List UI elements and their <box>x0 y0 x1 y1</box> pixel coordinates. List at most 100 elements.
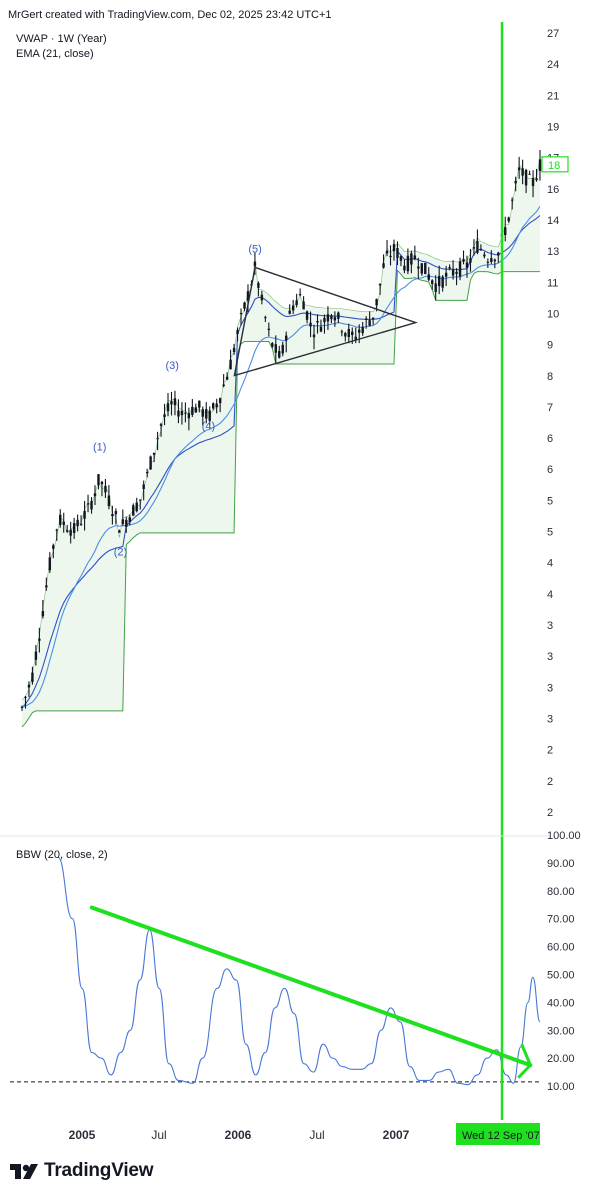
price-pane[interactable] <box>20 149 542 728</box>
price-bar-body <box>173 398 177 406</box>
price-bar <box>76 514 79 532</box>
price-bar <box>138 499 142 510</box>
price-bar-body <box>125 519 128 527</box>
price-bar-body <box>215 403 218 408</box>
price-bar-body <box>38 638 41 641</box>
price-bar-body <box>479 248 483 250</box>
price-bar-body <box>312 334 316 338</box>
price-bar-body <box>205 409 208 419</box>
price-bar <box>267 322 271 337</box>
price-bar <box>371 317 375 325</box>
price-bar-body <box>55 529 58 531</box>
price-bar <box>24 695 27 709</box>
date-highlight-label: Wed 12 Sep '07 <box>462 1130 540 1142</box>
price-bar <box>497 251 500 263</box>
price-bar <box>243 301 246 312</box>
price-bar <box>184 402 187 423</box>
bbw-axis-label: 20.00 <box>547 1053 575 1065</box>
price-bar <box>517 156 521 179</box>
price-bar-body <box>305 311 309 320</box>
price-axis-label: 10 <box>547 308 559 320</box>
price-bar <box>128 514 131 526</box>
bbw-pane[interactable] <box>10 856 541 1086</box>
price-bar-body <box>135 502 138 512</box>
price-bar-body <box>368 320 371 326</box>
price-bar-body <box>62 521 65 525</box>
price-bar <box>225 372 229 381</box>
price-bar-body <box>476 241 479 253</box>
price-bar <box>333 311 337 327</box>
price-bar <box>396 241 399 266</box>
price-bar-body <box>385 250 389 254</box>
price-bar <box>48 552 52 574</box>
price-bar-body <box>504 227 507 236</box>
price-axis-label: 9 <box>547 340 553 352</box>
brand-name: TradingView <box>44 1160 154 1181</box>
indicator-vwap-label[interactable]: VWAP · 1W (Year) <box>16 33 107 45</box>
price-bar <box>302 296 305 310</box>
price-bar-body <box>177 410 180 417</box>
price-bar-body <box>246 291 250 301</box>
time-axis-label: 2005 <box>69 1128 96 1142</box>
price-bar <box>125 516 128 533</box>
price-bar <box>319 319 323 333</box>
price-axis-label: 16 <box>547 184 559 196</box>
price-bar <box>149 455 152 471</box>
price-bar-body <box>424 262 427 275</box>
price-axis-label: 8 <box>547 371 553 383</box>
price-bar-body <box>166 403 170 412</box>
price-bar <box>483 251 486 259</box>
price-bar-body <box>413 255 417 260</box>
price-bar-body <box>236 330 239 334</box>
price-bar <box>444 265 448 287</box>
bbw-line <box>57 856 541 1086</box>
price-bar-body <box>340 331 344 333</box>
price-bar <box>538 149 542 181</box>
price-bar-body <box>274 344 277 353</box>
price-bar <box>271 342 274 349</box>
wave-label: (2) <box>114 546 127 558</box>
price-bar <box>93 485 97 506</box>
price-bar-body <box>218 398 222 404</box>
price-bar <box>118 529 121 533</box>
price-bar-body <box>420 263 424 274</box>
price-bar <box>493 258 497 269</box>
indicator-ema-label[interactable]: EMA (21, close) <box>16 48 94 60</box>
price-bar <box>427 267 430 282</box>
price-bar-body <box>93 493 97 497</box>
price-bar-body <box>469 258 472 263</box>
price-bar-body <box>493 259 497 262</box>
brand[interactable]: TradingView <box>10 1160 154 1182</box>
wave-label: (4) <box>202 421 215 433</box>
price-bar-body <box>152 452 156 455</box>
price-bar-body <box>486 261 490 263</box>
price-bar-body <box>59 514 62 525</box>
price-bar-body <box>437 275 441 287</box>
price-bar <box>385 240 389 257</box>
price-bar <box>278 345 281 359</box>
wave-label: (5) <box>248 244 261 256</box>
price-axis-label: 6 <box>547 464 553 476</box>
price-bar-body <box>291 305 295 311</box>
price-bar-body <box>444 272 448 277</box>
price-axis-label: 14 <box>547 215 559 227</box>
price-bar-body <box>403 265 406 271</box>
price-bar-body <box>382 263 385 268</box>
price-bar-body <box>45 585 48 588</box>
price-axis-label: 7 <box>547 402 553 414</box>
vwap-lower-band <box>21 269 540 728</box>
price-bar <box>469 248 472 272</box>
price-bar-body <box>323 318 326 323</box>
price-bar-body <box>410 253 413 265</box>
indicator-bbw-label[interactable]: BBW (20, close, 2) <box>16 849 108 861</box>
bbw-axis-label: 10.00 <box>547 1081 575 1093</box>
price-bar <box>288 304 291 315</box>
price-bar <box>521 159 524 185</box>
price-bar-body <box>83 510 86 519</box>
price-bar <box>62 512 65 533</box>
price-bar <box>114 508 118 525</box>
price-axis-label: 21 <box>547 90 559 102</box>
price-bar-body <box>309 322 312 327</box>
price-bar-body <box>514 180 517 184</box>
